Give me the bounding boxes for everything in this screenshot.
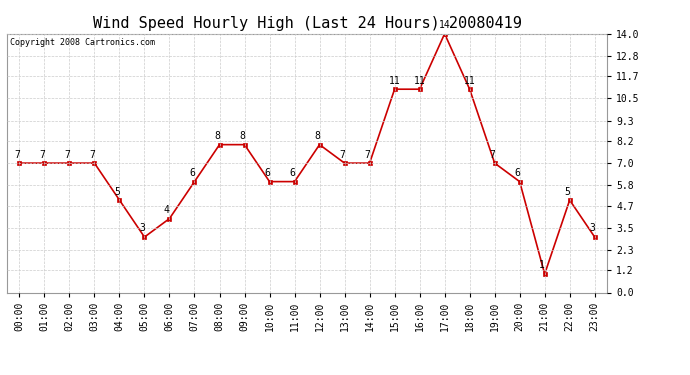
Text: 7: 7 — [489, 150, 495, 160]
Title: Wind Speed Hourly High (Last 24 Hours) 20080419: Wind Speed Hourly High (Last 24 Hours) 2… — [92, 16, 522, 31]
Text: 8: 8 — [314, 131, 320, 141]
Text: 8: 8 — [214, 131, 220, 141]
Text: 6: 6 — [514, 168, 520, 178]
Text: 7: 7 — [364, 150, 370, 160]
Text: 3: 3 — [139, 224, 145, 234]
Text: 6: 6 — [189, 168, 195, 178]
Text: 8: 8 — [239, 131, 245, 141]
Text: 7: 7 — [39, 150, 45, 160]
Text: 7: 7 — [89, 150, 95, 160]
Text: 1: 1 — [539, 261, 545, 270]
Text: 14: 14 — [439, 20, 451, 30]
Text: 6: 6 — [289, 168, 295, 178]
Text: Copyright 2008 Cartronics.com: Copyright 2008 Cartronics.com — [10, 38, 155, 46]
Text: 7: 7 — [339, 150, 345, 160]
Text: 7: 7 — [14, 150, 20, 160]
Text: 7: 7 — [64, 150, 70, 160]
Text: 5: 5 — [564, 186, 570, 196]
Text: 6: 6 — [264, 168, 270, 178]
Text: 3: 3 — [589, 224, 595, 234]
Text: 11: 11 — [389, 76, 401, 86]
Text: 11: 11 — [414, 76, 426, 86]
Text: 11: 11 — [464, 76, 476, 86]
Text: 4: 4 — [164, 205, 170, 215]
Text: 5: 5 — [114, 186, 120, 196]
